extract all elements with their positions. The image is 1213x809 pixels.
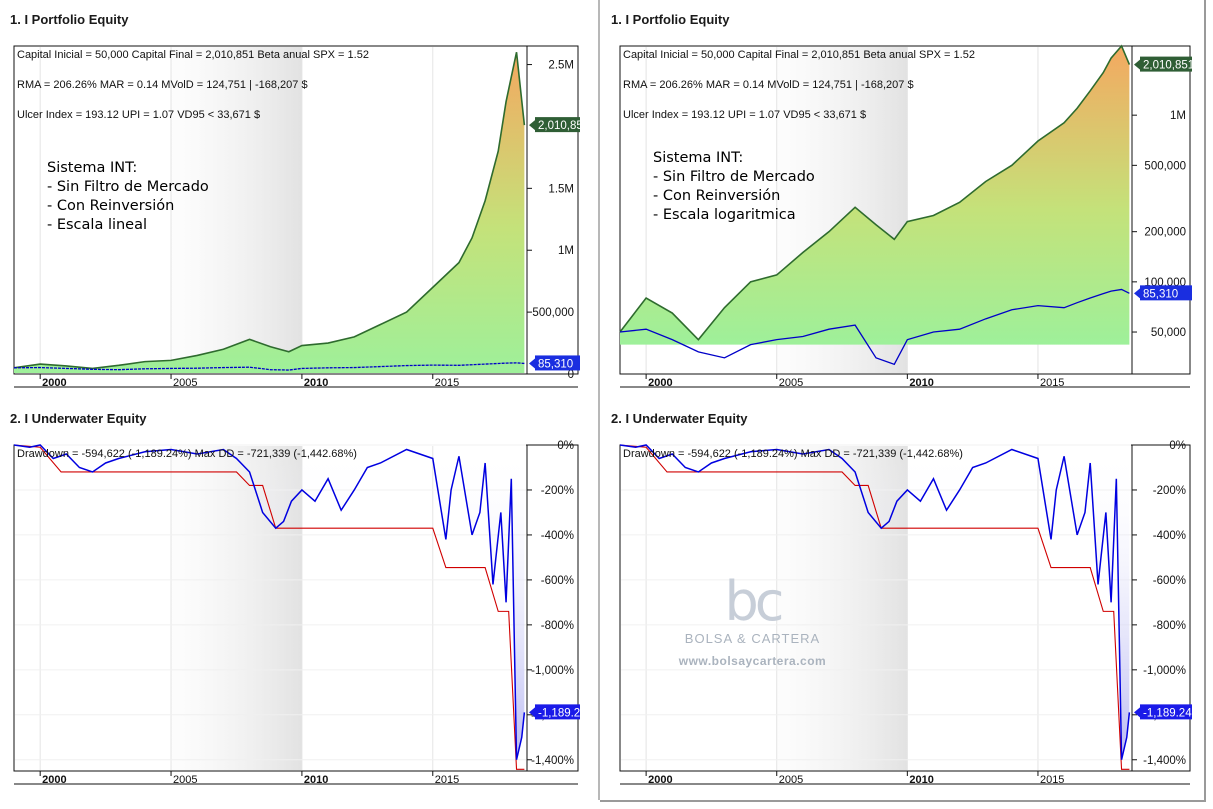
chart-1-benchmark-badge-value: 85,310	[1143, 288, 1178, 300]
chart-0-annotation-line: - Escala lineal	[47, 217, 147, 233]
chart-3-drawdown-badge-arrow	[1134, 707, 1140, 718]
chart-0-annotation-line: Sistema INT:	[47, 160, 137, 176]
chart-1-annotation-line: - Sin Filtro de Mercado	[653, 169, 815, 185]
chart-2-drawdown-badge	[535, 704, 580, 720]
chart-3-x-tick-label: 2005	[779, 774, 803, 786]
chart-1-x-tick-label: 2005	[779, 377, 803, 389]
chart-3-drawdown-badge-value: -1,189.24	[1143, 707, 1192, 719]
chart-1-y-axis-box	[1131, 45, 1191, 375]
chart-0-y-tick-label: 500,000	[532, 307, 574, 319]
chart-2-y-tick-label: -800%	[541, 620, 574, 632]
chart-2-y-tick-label: 0%	[557, 440, 574, 452]
chart-0-benchmark-line	[13, 362, 525, 371]
chart-0-x-tick-label: 2015	[435, 377, 459, 389]
chart-1-benchmark-badge-arrow	[1134, 288, 1140, 299]
chart-0-benchmark-badge-arrow	[529, 358, 535, 369]
chart-0-x-tick-label: 2010	[304, 377, 328, 389]
chart-0-annotation-line: - Sin Filtro de Mercado	[47, 179, 209, 195]
chart-0-info-line: RMA = 206.26% MAR = 0.14 MVolD = 124,751…	[17, 79, 308, 91]
chart-0-y-tick-label: 0	[568, 369, 574, 381]
chart-2-drawdown-badge-value: -1,189.24	[538, 707, 587, 719]
chart-3-underwater-line	[619, 444, 1131, 760]
chart-3-info-line: Drawdown = -594,622 (-1,189.24%) Max DD …	[623, 448, 963, 460]
chart-3-x-tick-label: 2015	[1040, 774, 1064, 786]
chart-1-equity-badge-arrow	[1134, 59, 1140, 70]
chart-2-y-tick-label: -200%	[541, 485, 574, 497]
chart-3-drawdown-badge	[1140, 704, 1192, 720]
chart-1-y-tick-label: 500,000	[1144, 160, 1186, 172]
chart-2-info-line: Drawdown = -594,622 (-1,189.24%) Max DD …	[17, 448, 357, 460]
chart-0-y-axis-box	[526, 45, 579, 375]
chart-0-equity-line	[13, 52, 526, 370]
chart-1-x-tick-label: 2015	[1040, 377, 1064, 389]
chart-1-x-tick-label: 2010	[909, 377, 933, 389]
chart-3-y-tick-label: -800%	[1153, 620, 1186, 632]
chart-0-x-tick-label: 2000	[42, 377, 66, 389]
chart-3-y-tick-label: -600%	[1153, 575, 1186, 587]
chart-0-y-tick-label: 1M	[558, 245, 574, 257]
chart-1-equity-badge-value: 2,010,851	[1143, 60, 1194, 72]
chart-2-x-tick-label: 2010	[304, 774, 328, 786]
chart-title-equity-left: 1. I Portfolio Equity	[10, 12, 129, 27]
chart-1-equity-badge	[1140, 56, 1192, 72]
chart-1-y-tick-label: 200,000	[1144, 227, 1186, 239]
chart-title-equity-right: 1. I Portfolio Equity	[611, 12, 730, 27]
watermark-name: BOLSA & CARTERA	[684, 631, 821, 646]
chart-1-y-tick-label: 1M	[1170, 110, 1186, 122]
chart-1-annotation-line: - Con Reinversión	[653, 188, 780, 204]
chart-2-underwater-line	[13, 444, 526, 760]
chart-0-y-tick-label: 1.5M	[548, 183, 574, 195]
chart-1-y-tick-label: 50,000	[1151, 327, 1186, 339]
chart-1-x-tick-label: 2000	[648, 377, 672, 389]
watermark: bc BOLSA & CARTERA www.bolsaycartera.com	[665, 575, 840, 680]
chart-1-equity-area	[620, 46, 1130, 345]
watermark-logo: bc	[724, 570, 785, 633]
chart-1-benchmark-line	[619, 288, 1130, 366]
chart-1-info-line: RMA = 206.26% MAR = 0.14 MVolD = 124,751…	[623, 79, 914, 91]
chart-0-equity-badge-value: 2,010,851	[538, 120, 589, 132]
chart-2-x-tick-label: 2015	[435, 774, 459, 786]
chart-0-equity-area	[14, 52, 525, 373]
chart-2-y-tick-label: -1,400%	[531, 755, 574, 767]
chart-2-y-tick-label: -600%	[541, 575, 574, 587]
chart-2-max-dd-line	[13, 444, 525, 770]
watermark-url: www.bolsaycartera.com	[678, 654, 827, 668]
chart-2-y-tick-label: -1,000%	[531, 665, 574, 677]
chart-2-x-tick-label: 2005	[173, 774, 197, 786]
chart-0-info-line: Capital Inicial = 50,000 Capital Final =…	[17, 49, 369, 61]
chart-3-y-tick-label: -200%	[1153, 485, 1186, 497]
chart-0-benchmark-badge-value: 85,310	[538, 358, 573, 370]
chart-0-benchmark-badge	[535, 355, 580, 371]
chart-3-x-tick-label: 2000	[648, 774, 672, 786]
chart-1-annotation-line: - Escala logaritmica	[653, 207, 796, 223]
chart-0-annotation-line: - Con Reinversión	[47, 198, 174, 214]
chart-0-equity-badge	[535, 117, 580, 133]
chart-2-x-tick-label: 2000	[42, 774, 66, 786]
chart-title-underwater-left: 2. I Underwater Equity	[10, 411, 147, 426]
chart-1-info-line: Ulcer Index = 193.12 UPI = 1.07 VD95 < 3…	[623, 109, 866, 121]
chart-title-underwater-right: 2. I Underwater Equity	[611, 411, 748, 426]
chart-1-info-line: Capital Inicial = 50,000 Capital Final =…	[623, 49, 975, 61]
chart-3-y-tick-label: -400%	[1153, 530, 1186, 542]
chart-1-equity-line	[619, 44, 1131, 341]
chart-2-y-tick-label: -400%	[541, 530, 574, 542]
chart-0-y-tick-label: 2.5M	[548, 60, 574, 72]
chart-0-shade-band	[171, 47, 302, 373]
chart-2-drawdown-badge-arrow	[529, 707, 535, 718]
chart-3-max-dd-line	[619, 444, 1130, 770]
chart-0-equity-badge-arrow	[529, 120, 535, 131]
chart-0-info-line: Ulcer Index = 193.12 UPI = 1.07 VD95 < 3…	[17, 109, 260, 121]
chart-3-y-tick-label: -1,000%	[1143, 665, 1186, 677]
chart-3-x-tick-label: 2010	[909, 774, 933, 786]
chart-1-annotation-line: Sistema INT:	[653, 150, 743, 166]
chart-1-benchmark-badge	[1140, 285, 1192, 301]
chart-0-x-tick-label: 2005	[173, 377, 197, 389]
chart-3-y-tick-label: 0%	[1169, 440, 1186, 452]
chart-3-y-tick-label: -1,400%	[1143, 755, 1186, 767]
